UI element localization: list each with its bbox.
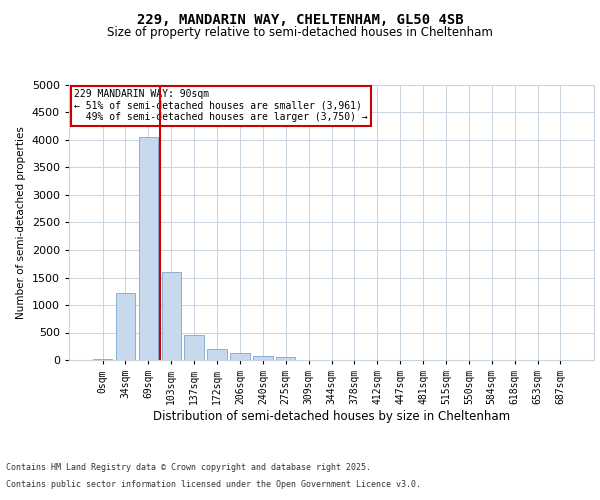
Text: Contains public sector information licensed under the Open Government Licence v3: Contains public sector information licen… [6, 480, 421, 489]
Text: Size of property relative to semi-detached houses in Cheltenham: Size of property relative to semi-detach… [107, 26, 493, 39]
Bar [253, 356, 272, 360]
X-axis label: Distribution of semi-detached houses by size in Cheltenham: Distribution of semi-detached houses by … [153, 410, 510, 423]
Text: 229, MANDARIN WAY, CHELTENHAM, GL50 4SB: 229, MANDARIN WAY, CHELTENHAM, GL50 4SB [137, 12, 463, 26]
Bar [208, 349, 227, 360]
Y-axis label: Number of semi-detached properties: Number of semi-detached properties [16, 126, 26, 319]
Text: 229 MANDARIN WAY: 90sqm
← 51% of semi-detached houses are smaller (3,961)
  49% : 229 MANDARIN WAY: 90sqm ← 51% of semi-de… [74, 89, 368, 122]
Bar [161, 272, 181, 360]
Bar [276, 357, 295, 360]
Bar [116, 293, 135, 360]
Bar [230, 353, 250, 360]
Bar [139, 137, 158, 360]
Bar [184, 334, 204, 360]
Text: Contains HM Land Registry data © Crown copyright and database right 2025.: Contains HM Land Registry data © Crown c… [6, 464, 371, 472]
